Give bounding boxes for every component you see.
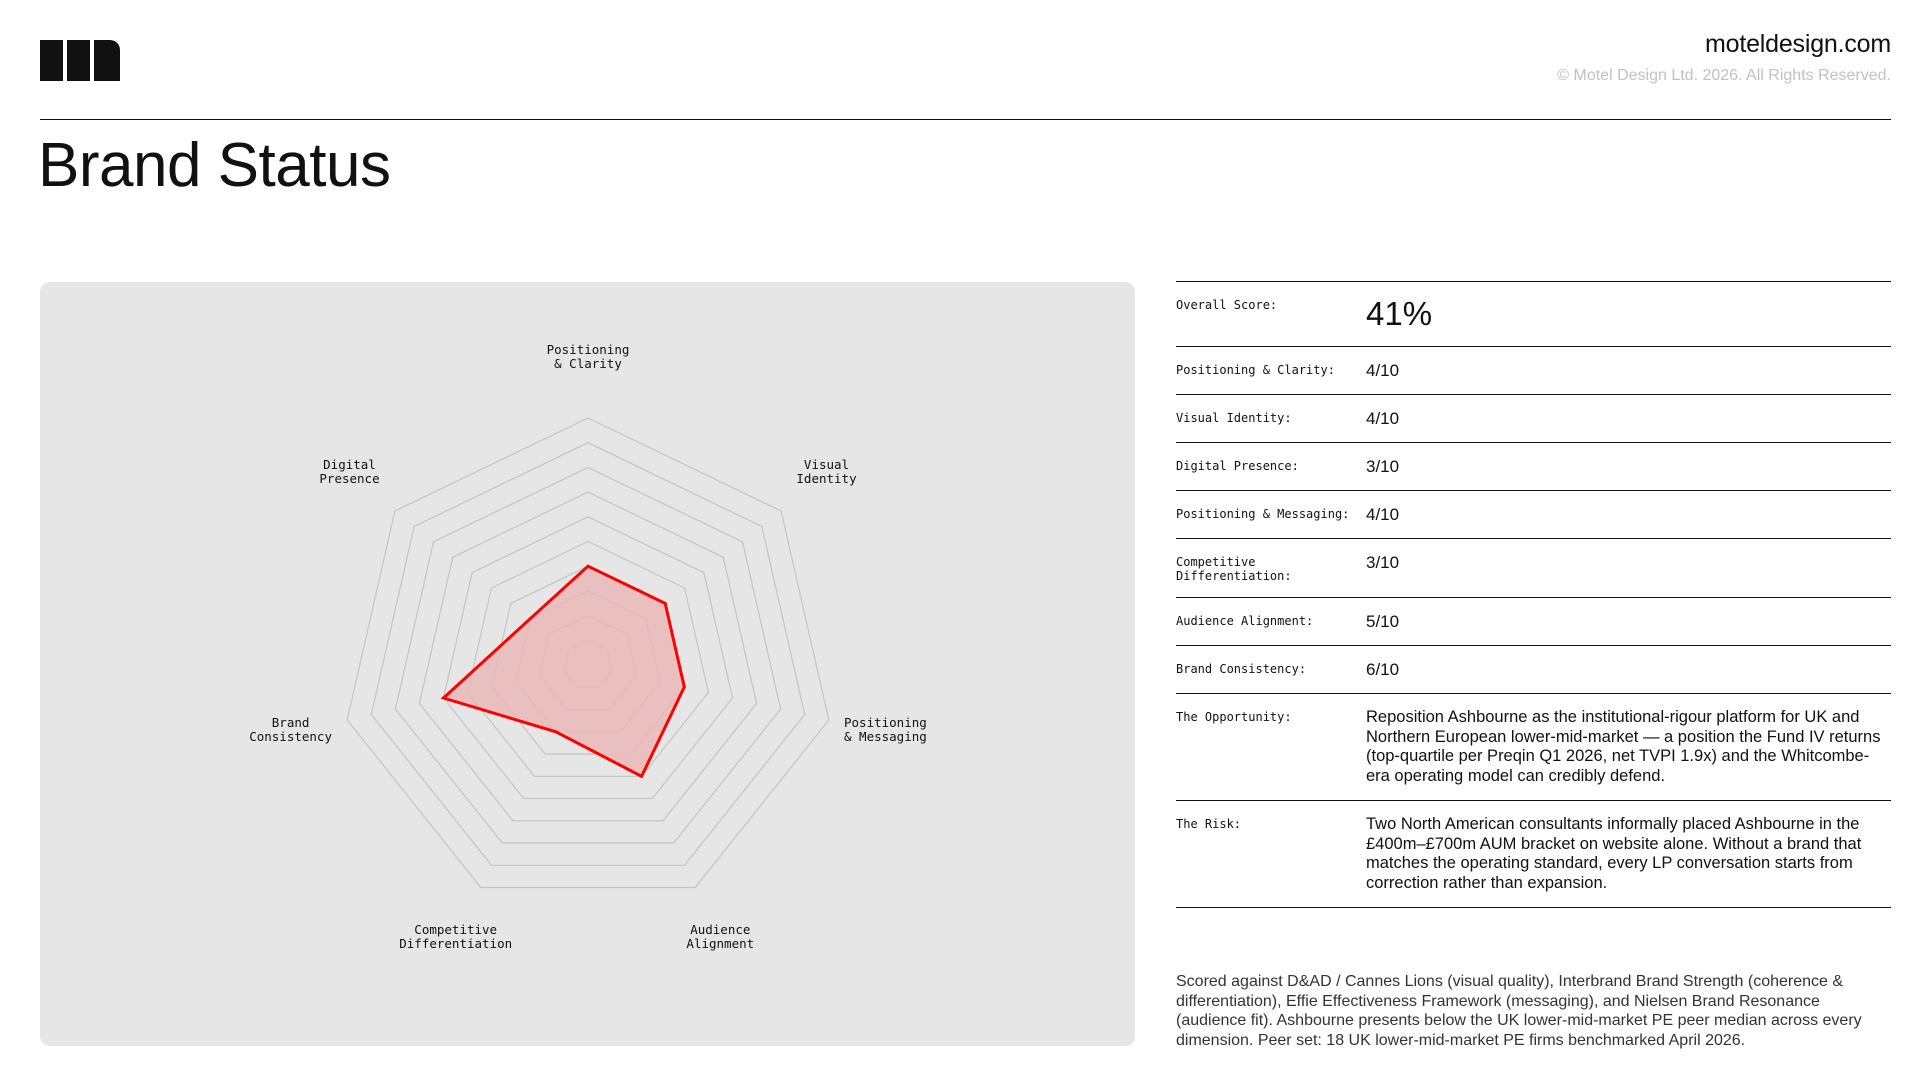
radar-chart: Positioning & Clarity Visual Identity Positi… xyxy=(249,342,927,951)
grid-ring xyxy=(394,466,782,844)
grid-ring xyxy=(346,417,830,889)
score-row: Visual Identity: 4/10 xyxy=(1176,394,1891,442)
overall-score-value: 41% xyxy=(1366,295,1433,332)
radar-chart-panel: Positioning & Clarity Visual Identity Positi… xyxy=(40,282,1135,1046)
opportunity-text: Reposition Ashbourne as the institutiona… xyxy=(1366,708,1881,785)
score-label: Digital Presence: xyxy=(1176,459,1299,473)
score-label: Visual Identity: xyxy=(1176,411,1292,425)
score-label: Audience Alignment: xyxy=(1176,614,1314,628)
score-value: 4/10 xyxy=(1366,409,1400,428)
axis-label: Brand Consistency xyxy=(249,715,332,744)
data-point xyxy=(442,696,445,700)
grid-ring xyxy=(466,540,710,777)
axis-label: Digital Presence xyxy=(319,457,379,486)
score-row: Positioning & Clarity: 4/10 xyxy=(1176,346,1891,394)
score-row: Digital Presence: 3/10 xyxy=(1176,442,1891,490)
risk-row: The Risk: Two North American consultants… xyxy=(1176,800,1891,908)
score-row: Competitive Differentiation: 3/10 xyxy=(1176,538,1891,597)
axis-label: Visual Identity xyxy=(796,457,857,486)
grid-ring xyxy=(370,442,806,866)
axis-label: Competitive Differentiation xyxy=(399,922,512,951)
score-value: 3/10 xyxy=(1366,553,1400,572)
score-value: 4/10 xyxy=(1366,361,1400,380)
data-point xyxy=(586,564,590,568)
site-name[interactable]: moteldesign.com xyxy=(1705,30,1891,58)
score-value: 4/10 xyxy=(1366,505,1400,524)
page-title: Brand Status xyxy=(38,131,391,200)
header-divider xyxy=(40,119,1891,120)
motel-logo[interactable] xyxy=(40,40,120,81)
grid-ring xyxy=(418,491,758,822)
score-value: 5/10 xyxy=(1366,612,1400,631)
score-value: 3/10 xyxy=(1366,457,1400,476)
copyright: © Motel Design Ltd. 2026. All Rights Res… xyxy=(1557,67,1891,84)
methodology-footnote: Scored against D&AD / Cannes Lions (visu… xyxy=(1176,973,1862,1049)
risk-label: The Risk: xyxy=(1176,817,1242,831)
series-area xyxy=(440,564,686,779)
score-label: Brand Consistency: xyxy=(1176,662,1307,676)
score-value: 6/10 xyxy=(1366,660,1400,679)
axis-label: Positioning & Clarity xyxy=(547,342,630,371)
opportunity-row: The Opportunity: Reposition Ashbourne as… xyxy=(1176,693,1891,800)
score-row: Audience Alignment: 5/10 xyxy=(1176,597,1891,645)
score-table: Overall Score: 41% Positioning & Clarity… xyxy=(1176,281,1891,908)
score-label: Positioning & Clarity: xyxy=(1176,363,1335,377)
overall-score-label: Overall Score: xyxy=(1176,298,1278,312)
overall-score-row: Overall Score: 41% xyxy=(1176,281,1891,346)
data-point xyxy=(682,685,686,689)
data-point xyxy=(554,730,558,734)
score-row: Brand Consistency: 6/10 xyxy=(1176,645,1891,693)
axis-label: Audience Alignment xyxy=(686,922,754,951)
score-label: Competitive Differentiation: xyxy=(1176,555,1292,583)
risk-text: Two North American consultants informall… xyxy=(1366,815,1862,892)
grid-ring xyxy=(442,516,734,800)
data-point xyxy=(640,774,644,778)
data-point xyxy=(528,617,532,621)
score-label: Positioning & Messaging: xyxy=(1176,507,1350,521)
site-header: moteldesign.com © Motel Design Ltd. 2026… xyxy=(1557,30,1891,85)
data-point xyxy=(663,601,667,605)
opportunity-label: The Opportunity: xyxy=(1176,710,1292,724)
axis-label: Positioning & Messaging xyxy=(844,715,927,744)
score-row: Positioning & Messaging: 4/10 xyxy=(1176,490,1891,538)
